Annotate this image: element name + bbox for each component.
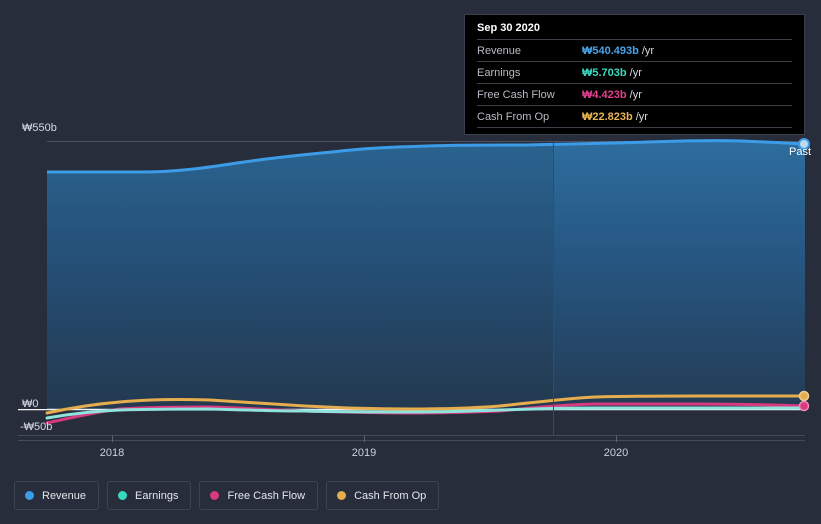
legend-dot-earnings-icon (118, 491, 128, 500)
x-axis-line (18, 436, 805, 442)
tooltip-label-cash-from-op: Cash From Op (477, 111, 550, 123)
tooltip-row-cash-from-op: Cash From Op ₩22.823b /yr (477, 105, 792, 127)
tooltip-suffix-free-cash-flow: /yr (629, 89, 642, 101)
revenue-area-fill (47, 140, 805, 409)
tooltip-value-free-cash-flow: ₩4.423b (582, 89, 627, 101)
tooltip-suffix-earnings: /yr (629, 67, 642, 79)
legend-dot-revenue-icon (25, 491, 34, 500)
legend-item-cash-from-op[interactable]: Cash From Op (326, 481, 440, 510)
tooltip-suffix-revenue: /yr (641, 45, 655, 57)
legend-item-revenue[interactable]: Revenue (14, 481, 100, 510)
revenue-line (45, 139, 806, 174)
legend-label-earnings: Earnings (135, 489, 179, 502)
tooltip-footer-divider (477, 127, 792, 130)
past-period-label: Past (788, 146, 811, 158)
tooltip-suffix-cash-from-op: /yr (635, 111, 648, 123)
tooltip-row-revenue: Revenue ₩540.493b /yr (477, 39, 792, 61)
tooltip-label-free-cash-flow: Free Cash Flow (477, 89, 555, 101)
chart-tooltip: Sep 30 2020 Revenue ₩540.493b /yr Earnin… (464, 14, 805, 135)
tooltip-label-revenue: Revenue (477, 45, 522, 57)
y-axis-label-zero: ₩0 (22, 398, 39, 410)
tooltip-value-cash-from-op: ₩22.823b (582, 111, 633, 123)
legend-dot-free-cash-flow-icon (210, 491, 220, 500)
x-axis-label-2018: 2018 (99, 447, 125, 459)
y-axis-label-bottom: -₩50b (20, 421, 53, 433)
cash-from-op-line (45, 394, 806, 415)
earnings-line (45, 406, 806, 420)
x-axis-label-2019: 2019 (351, 447, 377, 459)
tooltip-value-revenue: ₩540.493b (582, 45, 639, 57)
legend-label-revenue: Revenue (42, 489, 87, 502)
legend-dot-cash-from-op-icon (337, 491, 347, 500)
y-axis-label-top: ₩550b (22, 122, 57, 134)
tooltip-row-free-cash-flow: Free Cash Flow ₩4.423b /yr (477, 83, 792, 105)
x-axis-label-2020: 2020 (603, 447, 629, 459)
legend-label-free-cash-flow: Free Cash Flow (227, 489, 306, 502)
tooltip-row-earnings: Earnings ₩5.703b /yr (477, 61, 792, 83)
legend-item-free-cash-flow[interactable]: Free Cash Flow (199, 481, 319, 510)
tooltip-date: Sep 30 2020 (477, 22, 540, 34)
tooltip-value-earnings: ₩5.703b (582, 67, 627, 79)
legend-item-earnings[interactable]: Earnings (107, 481, 192, 510)
chart-legend: Revenue Earnings Free Cash Flow Cash Fro… (14, 481, 440, 510)
endpoint-markers (798, 138, 810, 412)
tooltip-label-earnings: Earnings (477, 67, 521, 79)
legend-label-cash-from-op: Cash From Op (354, 489, 427, 502)
left-gutter-mask (0, 141, 47, 409)
